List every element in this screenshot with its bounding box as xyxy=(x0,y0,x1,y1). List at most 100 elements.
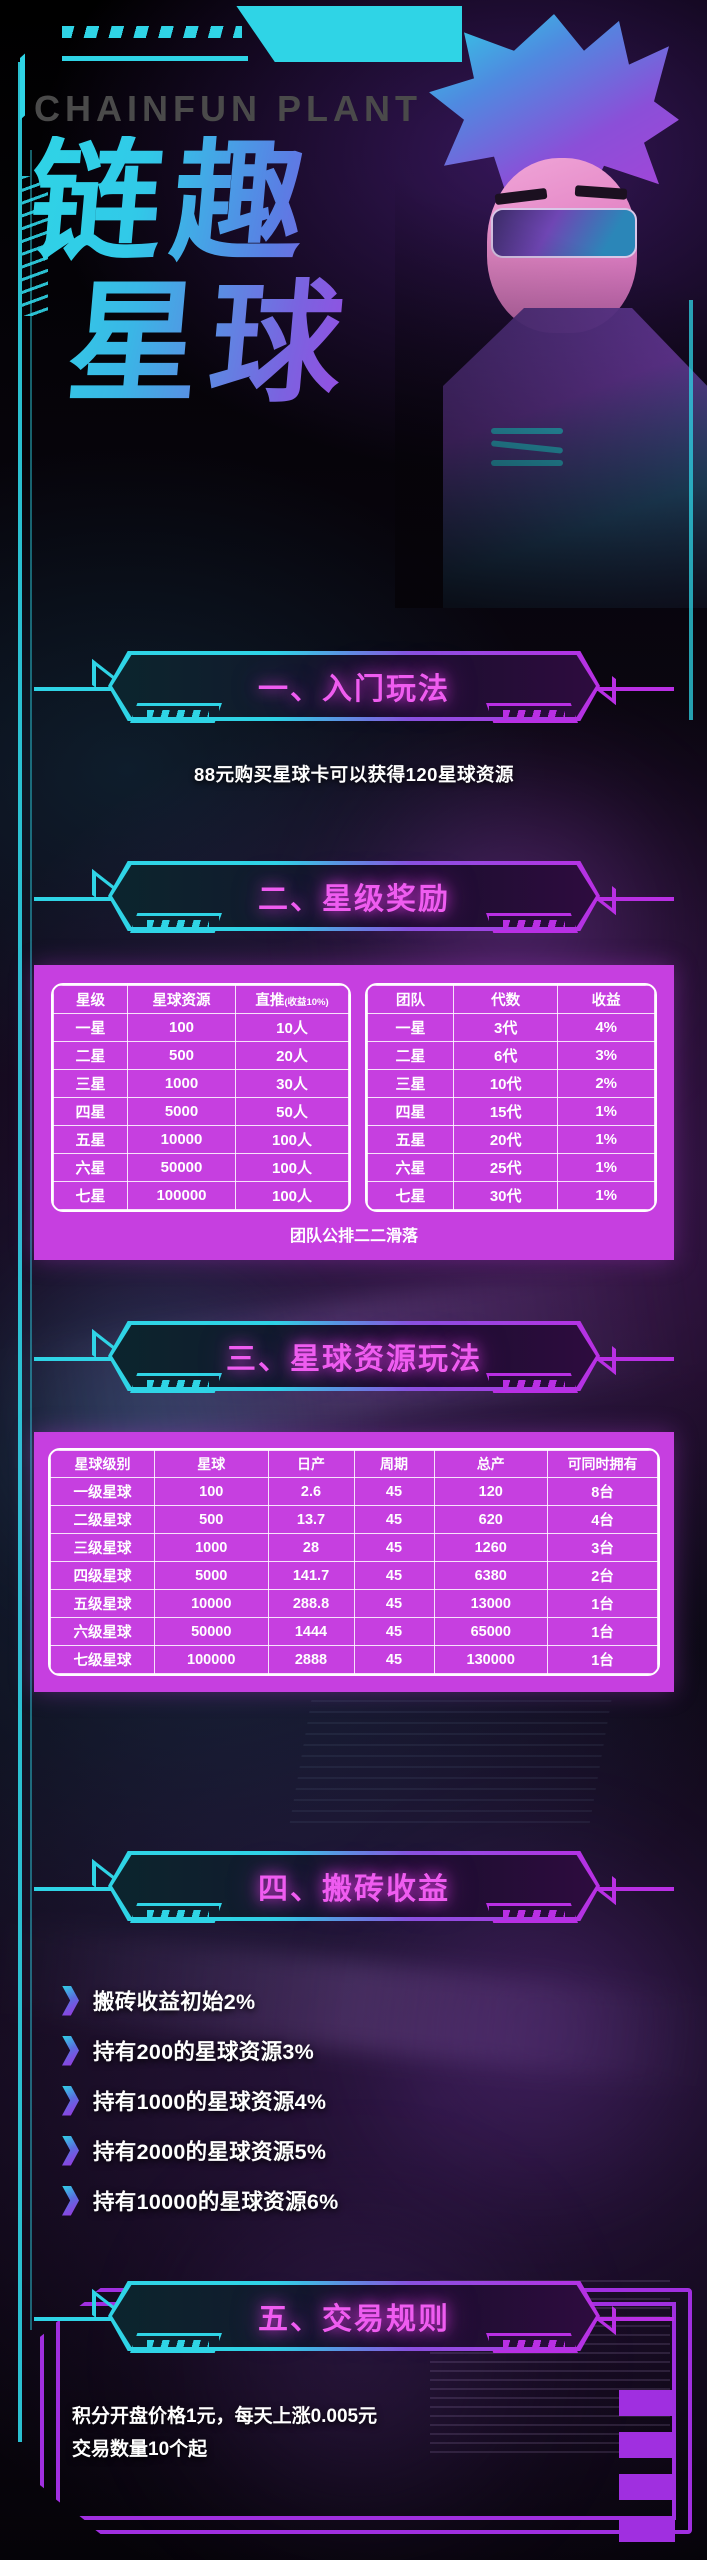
table-cell: 5000 xyxy=(127,1097,236,1126)
table-cell: 100人 xyxy=(235,1153,349,1182)
table-cell: 100000 xyxy=(127,1181,236,1210)
hud-slat-marks-icon xyxy=(22,176,48,316)
table-cell: 七星 xyxy=(367,1181,454,1210)
table-cell: 120 xyxy=(433,1477,548,1506)
table-cell: 50000 xyxy=(154,1617,269,1646)
col-team: 团队 xyxy=(367,985,454,1014)
table-cell: 1000 xyxy=(127,1069,236,1098)
table-cell: 一星 xyxy=(367,1013,454,1042)
table-cell: 15代 xyxy=(452,1097,559,1126)
list-item-label: 持有200的星球资源3% xyxy=(93,2040,315,2064)
table-cell: 三星 xyxy=(367,1069,454,1098)
table-cell: 五星 xyxy=(53,1125,128,1154)
table-cell: 六级星球 xyxy=(50,1617,155,1646)
table-cell: 3台 xyxy=(547,1533,658,1562)
table-cell: 45 xyxy=(353,1505,435,1534)
section-mining-income: 四、搬砖收益 xyxy=(34,1845,674,1937)
team-placement-note: 团队公排二二滑落 xyxy=(289,1228,418,1245)
title-line-1: 链趣 xyxy=(23,126,556,280)
table-cell: 1% xyxy=(557,1097,655,1126)
table-cell: 七级星球 xyxy=(50,1645,155,1674)
section-banner-4: 四、搬砖收益 xyxy=(34,1845,674,1937)
table-row: 七级星球 100000 2888 45 130000 1台 xyxy=(50,1645,658,1674)
table-cell: 1% xyxy=(557,1153,655,1182)
table-row: 三星 1000 30人 xyxy=(53,1069,349,1098)
table-cell: 100 xyxy=(154,1477,269,1506)
table-row: 一星 3代 4% xyxy=(367,1013,655,1042)
table-row: 六星 25代 1% xyxy=(367,1153,655,1182)
chevron-right-icon xyxy=(62,1985,79,2016)
table-cell: 1台 xyxy=(547,1617,658,1646)
trade-rule-line: 交易数量10个起 xyxy=(72,2439,208,2461)
mascot-fade-overlay xyxy=(395,8,707,608)
table-cell: 20代 xyxy=(452,1125,559,1154)
table-cell: 65000 xyxy=(433,1617,548,1646)
col-direct-push: 直推(收益10%) xyxy=(235,985,349,1014)
list-item-label: 持有2000的星球资源5% xyxy=(93,2140,327,2164)
table-cell: 5000 xyxy=(154,1561,269,1590)
table-cell: 13.7 xyxy=(267,1505,355,1534)
table-cell: 二星 xyxy=(367,1041,454,1070)
table-cell: 1000 xyxy=(154,1533,269,1562)
page-title: 链趣 星球 xyxy=(23,126,550,421)
table-cell: 100 xyxy=(127,1013,236,1042)
table-cell: 五级星球 xyxy=(50,1589,155,1618)
table-cell: 1台 xyxy=(547,1645,658,1674)
section-banner-2: 二、星级奖励 xyxy=(34,855,674,947)
table-cell: 50000 xyxy=(127,1153,236,1182)
table-cell: 45 xyxy=(353,1617,435,1646)
star-rewards-panel: 星级 星球资源 直推(收益10%) 一星 100 10人 二星 500 20人 三星 1000… xyxy=(34,965,674,1260)
table-cell: 30人 xyxy=(235,1069,349,1098)
table-cell: 三级星球 xyxy=(50,1533,155,1562)
table-cell: 45 xyxy=(353,1477,435,1506)
section-trade-rules: 五、交易规则 xyxy=(34,2275,674,2367)
col-income: 收益 xyxy=(557,985,655,1014)
brand-wordmark: CHAINFUN PLANT xyxy=(34,88,422,129)
table-cell: 50人 xyxy=(235,1097,349,1126)
table-cell: 二级星球 xyxy=(50,1505,155,1534)
table-row: 四星 5000 50人 xyxy=(53,1097,349,1126)
hud-dash-ticks-icon xyxy=(62,26,242,38)
table-cell: 七星 xyxy=(53,1181,128,1210)
table-cell: 1% xyxy=(557,1125,655,1154)
col-daily-output: 日产 xyxy=(267,1450,355,1478)
section-1-lead-text: 88元购买星球卡可以获得120星球资源 xyxy=(194,764,514,785)
list-item: 持有10000的星球资源6% xyxy=(62,2185,707,2216)
table-cell: 10人 xyxy=(235,1013,349,1042)
section-banner-5-label: 五、交易规则 xyxy=(258,2303,450,2336)
table-cell: 141.7 xyxy=(267,1561,355,1590)
table-row: 一级星球 100 2.6 45 120 8台 xyxy=(50,1477,658,1506)
section-banner-1: 一、入门玩法 xyxy=(34,645,674,737)
section-banner-5: 五、交易规则 xyxy=(34,2275,674,2367)
list-item: 持有2000的星球资源5% xyxy=(62,2135,707,2166)
mascot-character xyxy=(395,8,707,608)
section-planet-resources: 三、星球资源玩法 xyxy=(34,1315,674,1407)
table-row: 三级星球 1000 28 45 1260 3台 xyxy=(50,1533,658,1562)
section-banner-3-label: 三、星球资源玩法 xyxy=(226,1343,482,1376)
list-item: 持有1000的星球资源4% xyxy=(62,2085,707,2116)
table-cell: 一星 xyxy=(53,1013,128,1042)
hero-title-block: CHAINFUN PLANT 链趣 星球 xyxy=(0,0,707,620)
section-star-rewards: 二、星级奖励 xyxy=(34,855,674,947)
table-cell: 13000 xyxy=(433,1589,548,1618)
table-header-row: 星球级别 星球 日产 周期 总产 可同时拥有 xyxy=(50,1450,658,1478)
table-header-row: 团队 代数 收益 xyxy=(367,985,655,1014)
table-row: 七星 100000 100人 xyxy=(53,1181,349,1210)
col-star-resource: 星球资源 xyxy=(127,985,236,1014)
star-level-table: 星级 星球资源 直推(收益10%) 一星 100 10人 二星 500 20人 三星 1000… xyxy=(51,983,351,1212)
col-total-output: 总产 xyxy=(433,1450,548,1478)
table-row: 五星 10000 100人 xyxy=(53,1125,349,1154)
table-cell: 100人 xyxy=(235,1125,349,1154)
table-row: 六级星球 50000 1444 45 65000 1台 xyxy=(50,1617,658,1646)
table-cell: 6380 xyxy=(433,1561,548,1590)
table-cell: 2% xyxy=(557,1069,655,1098)
table-cell: 五星 xyxy=(367,1125,454,1154)
col-planet: 星球 xyxy=(154,1450,269,1478)
table-cell: 500 xyxy=(127,1041,236,1070)
section-banner-3: 三、星球资源玩法 xyxy=(34,1315,674,1407)
table-cell: 10000 xyxy=(127,1125,236,1154)
table-cell: 500 xyxy=(154,1505,269,1534)
table-cell: 6代 xyxy=(452,1041,559,1070)
hud-right-rail xyxy=(689,300,693,720)
table-cell: 三星 xyxy=(53,1069,128,1098)
